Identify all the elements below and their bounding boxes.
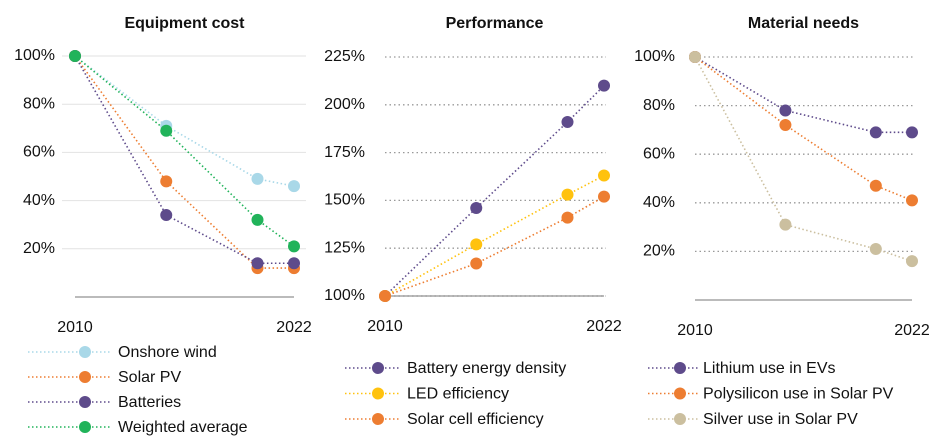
- legend-label: Solar PV: [118, 369, 181, 386]
- chart-title: Equipment cost: [124, 15, 245, 32]
- data-point: [779, 119, 792, 132]
- series-line: [694, 56, 913, 202]
- y-tick-label: 40%: [643, 194, 675, 211]
- legend-label: Batteries: [118, 394, 181, 411]
- data-point: [69, 50, 81, 62]
- legend-marker: [79, 421, 91, 433]
- y-tick-label: 100%: [634, 48, 675, 65]
- legend-marker: [372, 387, 384, 400]
- data-point: [251, 213, 264, 226]
- data-point: [251, 257, 264, 270]
- data-point: [288, 180, 300, 193]
- data-point: [561, 211, 574, 224]
- data-point: [288, 240, 300, 253]
- y-tick-label: 60%: [23, 144, 55, 161]
- data-point: [561, 188, 574, 201]
- y-tick-label: 200%: [324, 96, 365, 113]
- data-point: [598, 169, 610, 182]
- data-point: [251, 172, 264, 185]
- data-point: [160, 175, 173, 188]
- legend-label: Solar cell efficiency: [407, 411, 544, 428]
- data-point: [288, 257, 300, 270]
- x-tick-label: 2022: [276, 319, 312, 336]
- legend-marker: [674, 413, 686, 425]
- series-line: [74, 55, 294, 269]
- series-line: [74, 55, 295, 248]
- data-point: [906, 194, 918, 207]
- series-line: [384, 85, 605, 297]
- series-line: [384, 174, 605, 297]
- x-tick-label: 2010: [367, 318, 403, 335]
- data-point: [906, 255, 918, 268]
- data-point: [779, 218, 792, 231]
- data-point: [906, 126, 918, 139]
- series-line: [384, 195, 605, 297]
- legend-label: LED efficiency: [407, 386, 509, 403]
- data-point: [598, 190, 610, 203]
- legend-label: Battery energy density: [407, 360, 566, 377]
- y-tick-label: 100%: [324, 287, 365, 304]
- legend-label: Weighted average: [118, 419, 248, 436]
- legend-marker: [79, 396, 91, 408]
- legend-label: Silver use in Solar PV: [703, 411, 858, 428]
- data-point: [598, 79, 610, 92]
- y-tick-label: 125%: [324, 239, 365, 256]
- chart-title: Material needs: [748, 15, 859, 32]
- series-line: [694, 56, 912, 134]
- y-tick-label: 20%: [643, 243, 675, 260]
- series-line: [74, 55, 295, 187]
- data-point: [779, 104, 792, 117]
- series-line: [694, 56, 913, 262]
- legend-marker: [372, 362, 384, 374]
- legend-label: Polysilicon use in Solar PV: [703, 386, 894, 403]
- data-point: [869, 179, 882, 192]
- data-point: [869, 126, 882, 139]
- data-point: [869, 242, 882, 255]
- legend-marker: [79, 346, 91, 358]
- data-point: [470, 238, 483, 251]
- x-tick-label: 2010: [57, 319, 93, 336]
- data-point: [689, 51, 701, 63]
- data-point: [470, 257, 483, 270]
- y-tick-label: 80%: [23, 95, 55, 112]
- series-line: [74, 55, 294, 265]
- chart-title: Performance: [446, 15, 544, 32]
- y-tick-label: 150%: [324, 192, 365, 209]
- legend-marker: [79, 371, 91, 383]
- y-tick-label: 20%: [23, 240, 55, 257]
- data-point: [160, 124, 173, 137]
- x-tick-label: 2022: [586, 318, 622, 335]
- y-tick-label: 100%: [14, 47, 55, 64]
- x-tick-label: 2010: [677, 322, 713, 339]
- y-tick-label: 60%: [643, 145, 675, 162]
- data-point: [379, 290, 391, 302]
- data-point: [561, 116, 574, 129]
- legend-label: Lithium use in EVs: [703, 360, 836, 377]
- y-tick-label: 225%: [324, 48, 365, 65]
- x-tick-label: 2022: [894, 322, 930, 339]
- legend-marker: [674, 387, 686, 400]
- y-tick-label: 80%: [643, 97, 675, 114]
- legend-label: Onshore wind: [118, 344, 217, 361]
- legend-marker: [674, 362, 686, 374]
- data-point: [160, 209, 173, 222]
- data-point: [470, 202, 483, 215]
- y-tick-label: 175%: [324, 144, 365, 161]
- legend-marker: [372, 413, 384, 425]
- y-tick-label: 40%: [23, 192, 55, 209]
